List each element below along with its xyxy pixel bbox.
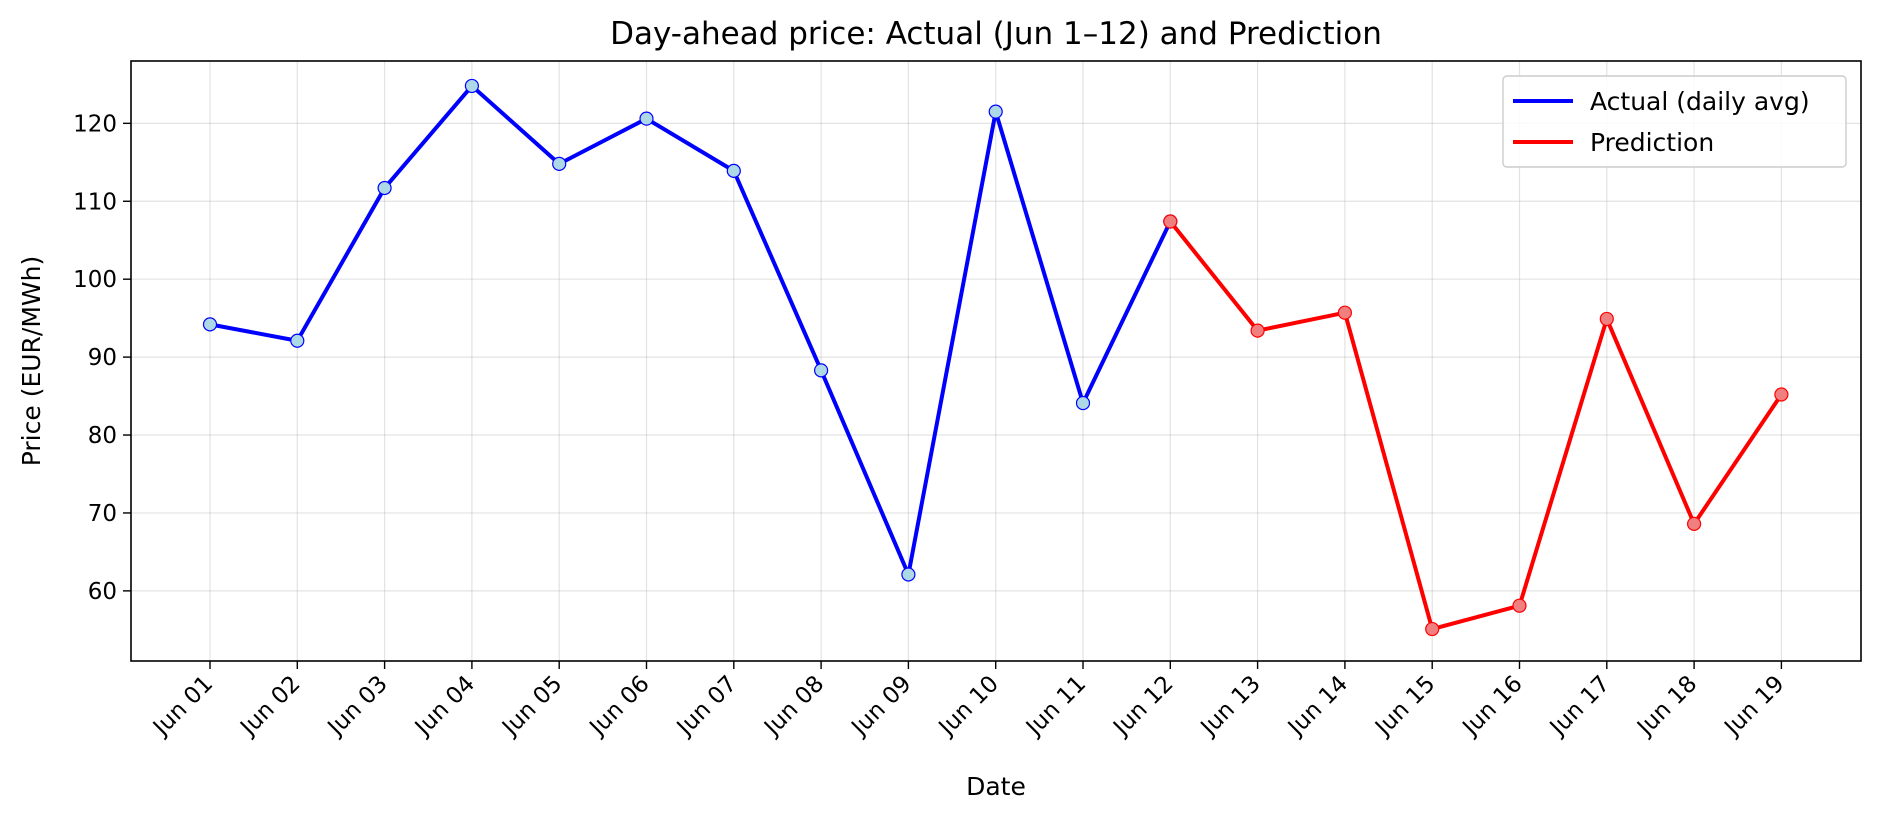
data-point-1 [1512, 598, 1527, 613]
series-layer [202, 78, 1789, 637]
data-point-0 [1075, 395, 1091, 411]
legend-label-prediction: Prediction [1590, 128, 1714, 157]
x-axis-label: Date [966, 772, 1026, 801]
legend: Actual (daily avg) Prediction [1502, 75, 1847, 168]
data-point-1 [1337, 305, 1353, 320]
data-point-0 [813, 363, 829, 378]
chart-title: Day-ahead price: Actual (Jun 1–12) and P… [610, 16, 1382, 52]
data-point-0 [988, 104, 1003, 119]
data-point-0 [639, 111, 654, 126]
data-point-1 [1774, 387, 1789, 402]
y-tick-label: 120 [73, 111, 117, 137]
legend-box [1502, 75, 1847, 168]
data-point-0 [464, 78, 479, 94]
data-point-1 [1250, 323, 1265, 338]
data-point-1 [1425, 621, 1440, 637]
y-axis-ticks: 60 70 80 90 100 110 120 [73, 111, 131, 605]
data-point-0 [552, 156, 567, 171]
data-point-0 [290, 333, 305, 348]
data-point-0 [726, 163, 741, 178]
y-tick-label: 100 [73, 267, 117, 293]
y-tick-label: 70 [88, 501, 117, 527]
y-tick-label: 110 [73, 189, 117, 215]
y-tick-label: 90 [88, 345, 117, 371]
data-point-1 [1163, 214, 1178, 229]
y-tick-label: 80 [88, 423, 117, 449]
y-axis-label: Price (EUR/MWh) [17, 256, 46, 466]
grid [131, 61, 1861, 661]
data-point-0 [901, 567, 916, 582]
y-tick-label: 60 [88, 579, 117, 605]
legend-label-actual: Actual (daily avg) [1590, 87, 1810, 116]
data-point-0 [377, 180, 392, 196]
data-point-0 [202, 317, 218, 332]
data-point-1 [1599, 311, 1614, 327]
series-line-0 [209, 83, 1173, 577]
series-line-1 [1168, 220, 1784, 632]
data-point-1 [1686, 516, 1702, 531]
